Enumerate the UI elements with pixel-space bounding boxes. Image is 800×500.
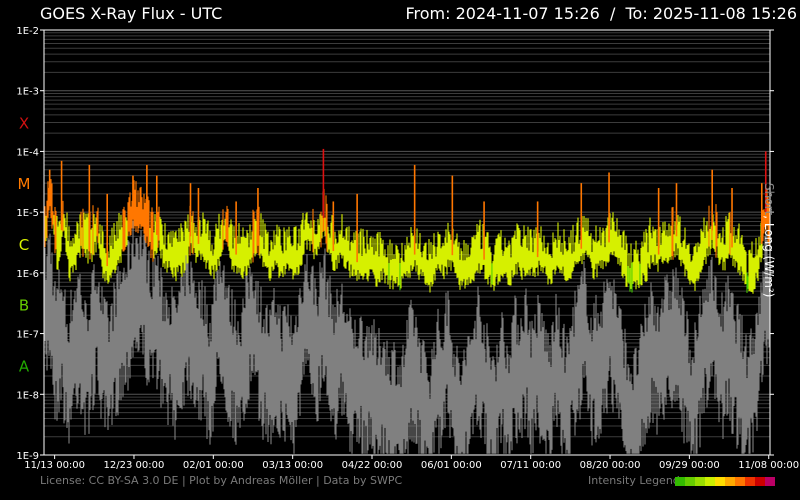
legend-swatch [695,477,705,486]
x-tick-label: 11/08 00:00 [738,460,799,471]
flare-class-M: M [18,175,31,193]
y-tick-label: 1E-5 [16,208,39,219]
x-tick-label: 11/13 00:00 [24,460,85,471]
legend-swatch [715,477,725,486]
x-tick-label: 08/20 00:00 [580,460,641,471]
legend-swatch [685,477,695,486]
flare-class-C: C [19,236,29,254]
x-tick-label: 04/22 00:00 [342,460,403,471]
series-long [44,179,770,294]
legend-swatch [705,477,715,486]
y-tick-labels: 1E-9 1E-8 1E-7 1E-6 1E-5 1E-4 1E-3 1E-2 [16,26,774,462]
legend-swatch [735,477,745,486]
x-tick-label: 02/01 00:00 [183,460,244,471]
y-axis-label: Short, Long (W/m²) [756,183,776,413]
y-axis-label-long: , Long (W/m²) [762,215,776,298]
flare-class-X: X [19,114,29,132]
time-range: From: 2024-11-07 15:26 / To: 2025-11-08 … [405,4,797,23]
y-tick-label: 1E-7 [16,330,39,341]
x-tick-label: 09/29 00:00 [659,460,720,471]
y-tick-label: 1E-9 [16,451,39,462]
y-axis-label-short: Short [762,183,776,216]
x-tick-label: 03/13 00:00 [262,460,323,471]
flare-class-labels: X M C B A [18,114,31,375]
flare-class-A: A [19,357,30,375]
x-tick-labels: 11/13 00:00 12/23 00:00 02/01 00:00 03/13 0… [24,455,799,471]
legend-swatch [675,477,685,486]
flare-class-B: B [19,297,29,315]
y-tick-label: 1E-2 [16,26,39,37]
x-tick-label: 12/23 00:00 [104,460,165,471]
y-tick-label: 1E-6 [16,269,39,280]
legend-swatch [765,477,775,486]
y-tick-label: 1E-8 [16,390,39,401]
flare-peaks [48,148,767,267]
intensity-legend-label: Intensity Legend [588,474,680,487]
chart-title: GOES X-Ray Flux - UTC [40,4,223,23]
y-tick-label: 1E-4 [16,147,39,158]
y-tick-label: 1E-3 [16,87,39,98]
x-tick-label: 07/11 00:00 [500,460,561,471]
legend-swatch [755,477,765,486]
series-short [44,220,770,454]
axes [43,29,771,456]
plot-frame [43,29,771,456]
intensity-legend-bar [675,477,775,486]
legend-swatch [745,477,755,486]
license-text: License: CC BY-SA 3.0 DE | Plot by Andre… [40,474,403,487]
x-tick-label: 06/01 00:00 [421,460,482,471]
legend-swatch [725,477,735,486]
